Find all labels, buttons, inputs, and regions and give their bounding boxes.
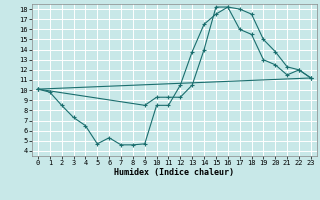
X-axis label: Humidex (Indice chaleur): Humidex (Indice chaleur) — [115, 168, 234, 177]
